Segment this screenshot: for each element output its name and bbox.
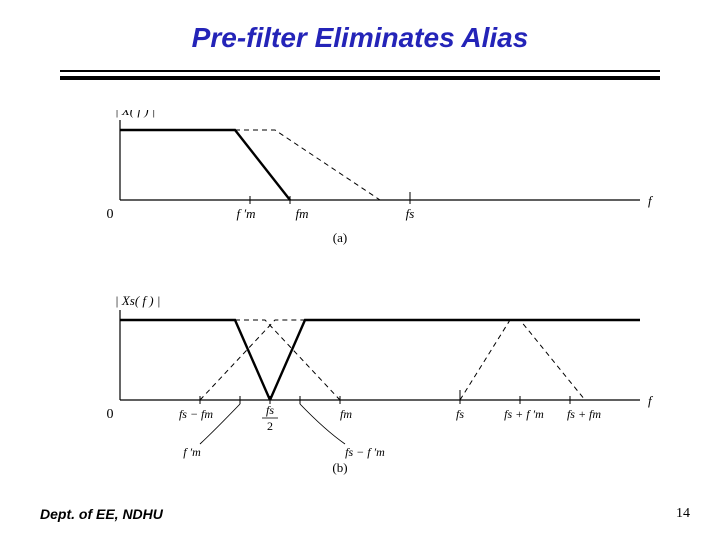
- svg-text:f ′m: f ′m: [236, 206, 255, 221]
- slide: Pre-filter Eliminates Alias | X( f ) | 0 f…: [0, 0, 720, 540]
- page-number: 14: [676, 506, 690, 522]
- footer-dept: Dept. of EE, NDHU: [40, 506, 163, 522]
- svg-text:f: f: [648, 193, 654, 208]
- svg-text:fs: fs: [456, 407, 464, 421]
- svg-text:fs − fm: fs − fm: [179, 407, 213, 421]
- slide-title: Pre-filter Eliminates Alias: [0, 22, 720, 54]
- figure-area: | X( f ) | 0 f ′m fm fs f (a) | Xs( f ) | 0 fs − …: [80, 110, 660, 490]
- svg-text:| Xs( f ) |: | Xs( f ) |: [115, 293, 160, 308]
- title-rule-1: [60, 70, 660, 72]
- svg-text:fs + fm: fs + fm: [567, 407, 601, 421]
- svg-text:fs: fs: [406, 206, 415, 221]
- title-rule-2: [60, 76, 660, 80]
- svg-text:(b): (b): [332, 460, 347, 475]
- svg-text:fm: fm: [340, 407, 352, 421]
- svg-text:f: f: [648, 393, 654, 408]
- svg-text:fm: fm: [296, 206, 309, 221]
- svg-text:(a): (a): [333, 230, 347, 245]
- svg-text:0: 0: [107, 407, 114, 422]
- svg-text:2: 2: [267, 419, 273, 433]
- svg-text:| X( f ) |: | X( f ) |: [115, 110, 155, 118]
- svg-text:fs + f ′m: fs + f ′m: [504, 407, 544, 421]
- svg-text:fs: fs: [266, 403, 274, 417]
- svg-text:0: 0: [107, 207, 114, 222]
- svg-text:f ′m: f ′m: [183, 445, 201, 459]
- svg-text:fs − f ′m: fs − f ′m: [345, 445, 385, 459]
